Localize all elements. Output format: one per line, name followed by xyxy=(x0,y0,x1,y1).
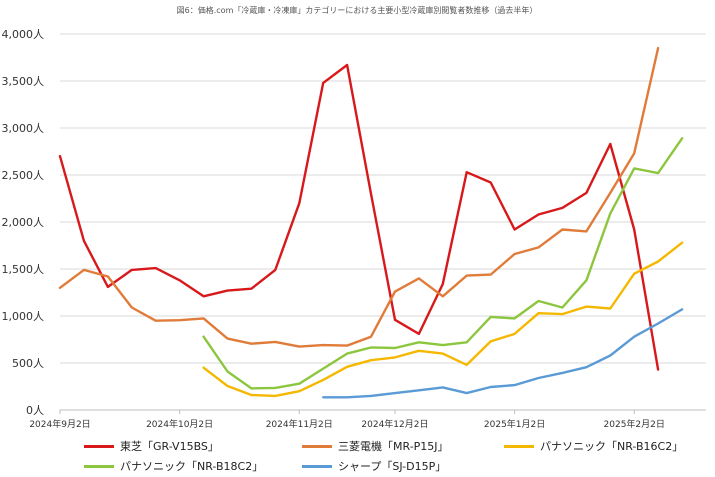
legend-item-panasonic-b18c2: パナソニック「NR-B18C2」 xyxy=(84,457,263,475)
legend-swatch-panasonic-b16c2 xyxy=(504,444,534,448)
y-tick-label: 500人 xyxy=(12,357,44,370)
y-tick-label: 4,000人 xyxy=(2,28,45,41)
x-tick-label: 2024年9月2日 xyxy=(29,418,90,430)
y-tick-label: 2,500人 xyxy=(2,169,45,182)
series-line-1 xyxy=(58,46,660,348)
chart-canvas: 図6：価格.com「冷蔵庫・冷凍庫」カテゴリーにおける主要小型冷蔵庫別閲覧者数推… xyxy=(2,5,706,430)
series-line-0 xyxy=(58,63,660,371)
legend-swatch-toshiba xyxy=(84,444,114,448)
x-tick-label: 2024年12月2日 xyxy=(361,418,428,430)
legend-label-panasonic-b16c2: パナソニック「NR-B16C2」 xyxy=(540,440,684,453)
y-tick-label: 3,000人 xyxy=(2,122,45,135)
axis-layer: 0人 500人 1,000人 1,500人 2,000人 2,500人 3,000人 3,50… xyxy=(2,28,706,430)
x-tick-label: 2025年1月2日 xyxy=(484,418,545,430)
y-tick-label: 3,500人 xyxy=(2,75,45,88)
x-tick-label: 2024年11月2日 xyxy=(266,418,333,430)
legend-swatch-panasonic-b18c2 xyxy=(84,464,114,468)
y-tick-label: 0人 xyxy=(26,404,44,417)
series-line-3 xyxy=(202,137,684,390)
legend-label-panasonic-b18c2: パナソニック「NR-B18C2」 xyxy=(120,460,264,473)
grid-layer xyxy=(60,33,706,364)
y-tick-label: 1,000人 xyxy=(2,310,45,323)
series-line-4 xyxy=(322,308,684,399)
legend-swatch-sharp xyxy=(302,464,332,468)
legend-item-toshiba: 東芝「GR-V15BS」 xyxy=(84,437,219,455)
chart-title: 図6：価格.com「冷蔵庫・冷凍庫」カテゴリーにおける主要小型冷蔵庫別閲覧者数推… xyxy=(177,5,538,15)
y-tick-label: 1,500人 xyxy=(2,263,45,276)
legend-label-toshiba: 東芝「GR-V15BS」 xyxy=(120,440,219,453)
series-line-2 xyxy=(202,241,684,398)
y-tick-label: 2,000人 xyxy=(2,216,45,229)
x-tick-label: 2025年2月2日 xyxy=(604,418,665,430)
legend-swatch-mitsubishi xyxy=(302,444,332,448)
legend-item-sharp: シャープ「SJ-D15P」 xyxy=(302,457,446,475)
legend-item-mitsubishi: 三菱電機「MR-P15J」 xyxy=(302,437,449,455)
legend-label-mitsubishi: 三菱電機「MR-P15J」 xyxy=(338,440,449,453)
series-layer xyxy=(58,46,684,399)
legend-item-panasonic-b16c2: パナソニック「NR-B16C2」 xyxy=(504,437,683,455)
legend-label-sharp: シャープ「SJ-D15P」 xyxy=(338,460,447,473)
chart-legend: 東芝「GR-V15BS」 三菱電機「MR-P15J」 パナソニック「NR-B16… xyxy=(0,433,715,477)
x-tick-label: 2024年10月2日 xyxy=(146,418,213,430)
